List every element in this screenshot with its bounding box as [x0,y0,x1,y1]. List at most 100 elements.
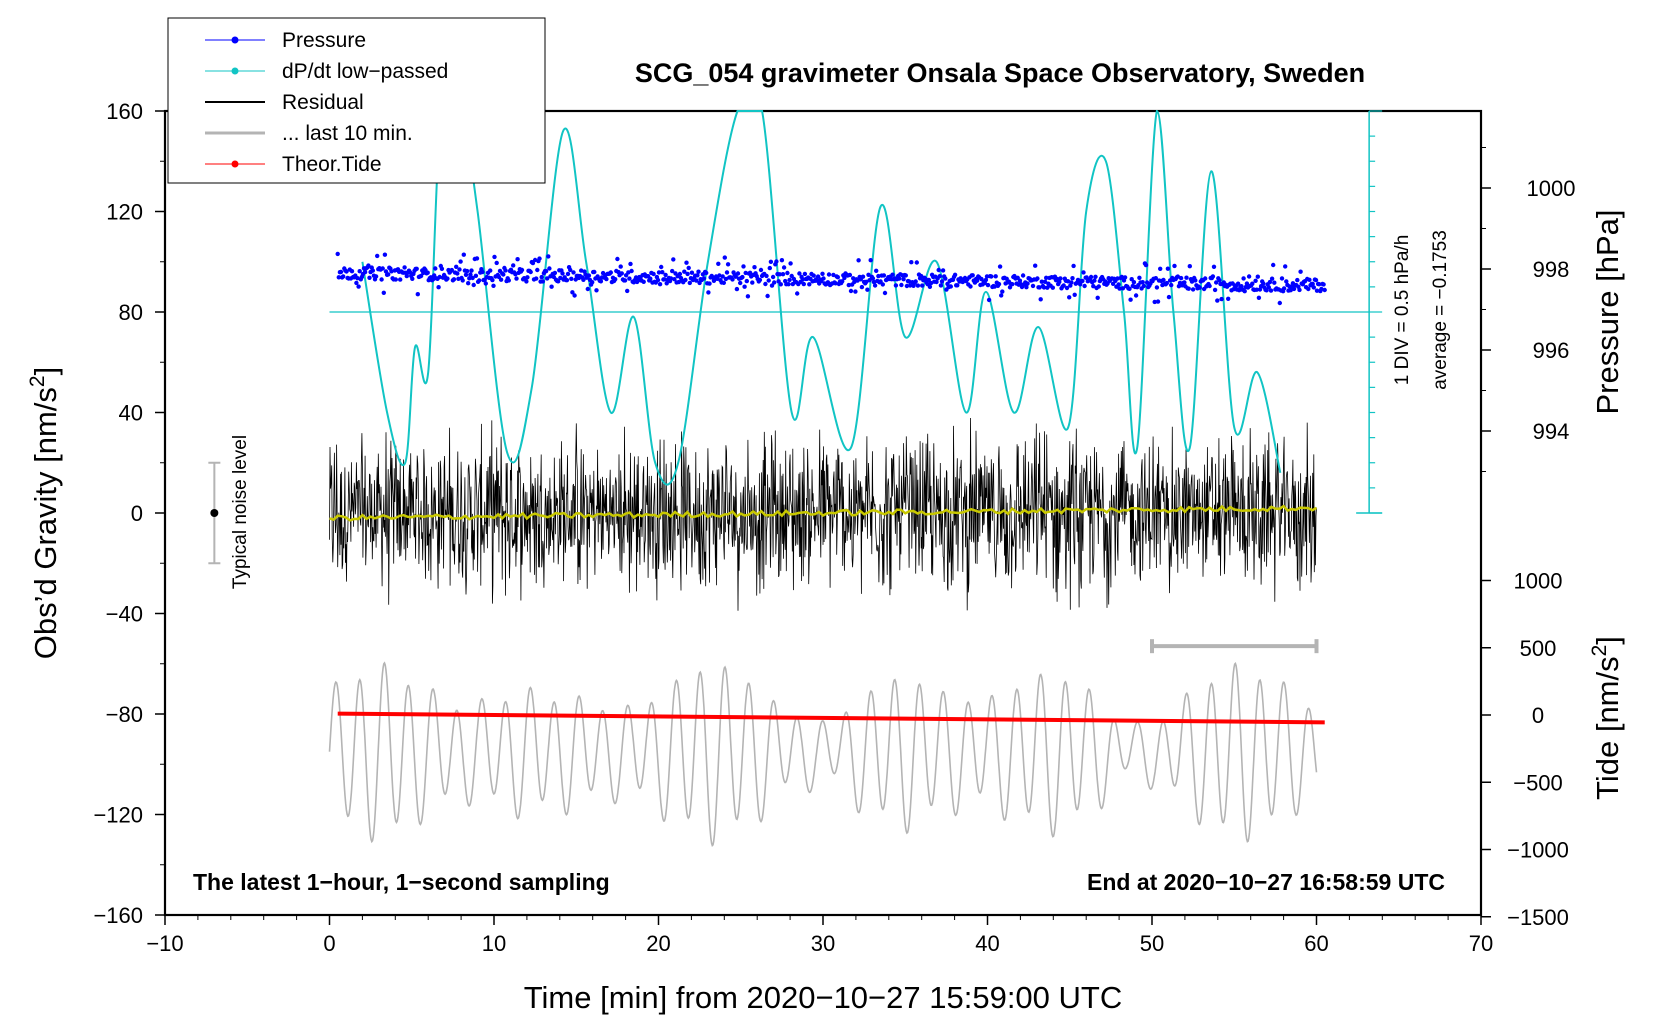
pressure-point [1122,275,1128,280]
pressure-point [366,263,371,268]
pressure-point [528,269,533,275]
legend-label-residual: Residual [282,91,364,114]
pressure-point [672,277,677,282]
pressure-point [936,267,941,273]
pressure-point [927,284,933,289]
pressure-point [785,270,790,276]
pressure-point [1088,274,1094,280]
pressure-point [560,271,565,276]
pressure-point [880,282,885,287]
pressure-point [573,277,578,282]
pressure-point [1190,287,1196,292]
pressure-point [530,260,536,266]
pressure-point [1070,276,1075,281]
pressure-point [1161,277,1166,283]
pressure-point [914,260,919,265]
pressure-point [451,277,457,282]
pressure-point [379,277,384,282]
pressure-point [1057,279,1062,285]
dpdt-line [361,109,1282,486]
pressure-point [744,278,749,284]
pressure-point [341,274,346,279]
pressure-point [820,271,825,276]
pressure-point [1311,285,1317,290]
pressure-point [989,274,994,279]
pressure-point [622,278,628,283]
pressure-point [968,284,973,289]
pressure-point [996,281,1002,287]
legend-box [167,17,546,184]
pressure-point [1155,299,1161,304]
pressure-point [625,288,630,294]
pressure-point [1154,285,1160,290]
noise-level-label: Typical noise level [230,435,251,589]
pressure-point [461,252,466,257]
pressure-point [687,280,692,286]
pressure-point [1039,279,1045,284]
pressure-point [468,272,473,277]
pressure-point [515,257,520,262]
pressure-point [757,277,763,283]
pressure-point [539,274,544,280]
last-10-min-bracket [1150,639,1319,654]
pressure-point [464,268,470,274]
pressure-point [425,270,430,275]
legend-label-last10: ... last 10 min. [282,122,413,145]
pressure-point [715,276,720,281]
pressure-point [641,279,646,284]
pressure-point [433,266,438,271]
pressure-point [445,276,450,281]
pressure-point [769,283,775,288]
pressure-point [1020,273,1026,278]
pressure-point [943,276,948,281]
pressure-point [386,272,391,277]
pressure-point [763,281,768,287]
pressure-point [655,277,661,283]
pressure-point [797,271,802,276]
pressure-point [1212,287,1218,293]
pressure-point [874,268,879,273]
pressure-point [1184,275,1189,280]
pressure-point [569,276,574,281]
pressure-point [1266,285,1272,290]
pressure-point [402,265,407,270]
pressure-point [686,265,691,271]
pressure-axis-ticks: 1000 998 996 994 [1481,147,1575,472]
pressure-point [349,269,355,274]
pressure-point [1237,288,1242,293]
pressure-point [1197,285,1202,290]
pressure-point [1000,289,1005,294]
pressure-point [986,297,992,303]
pressure-point [1042,279,1048,284]
pressure-point [926,277,931,283]
pressure-point [619,271,624,276]
pressure-point [1297,287,1302,293]
pressure-point [1215,298,1220,303]
pressure-point [389,269,394,274]
tide-axis-title-main: Tide [nm/s [1590,656,1625,800]
pressure-point [1268,288,1274,293]
pressure-point [629,268,634,274]
pressure-point [664,281,669,286]
pressure-point [1093,274,1098,279]
pressure-point [890,272,895,277]
pressure-point [750,280,755,285]
pressure-point [546,254,551,259]
pressure-point [781,265,787,270]
theor-tide-line [337,711,1325,725]
pressure-point [923,276,928,281]
pressure-point [1172,263,1177,269]
pressure-point [821,276,826,281]
pressure-axis-title: Pressure [hPa] [1590,209,1625,414]
pressure-point [768,259,774,264]
pressure-point [414,266,419,271]
pressure-point [1210,274,1216,279]
pressure-point [463,272,469,277]
pressure-point [1082,283,1087,289]
pressure-point [1310,281,1315,287]
pressure-point [934,279,939,285]
pressure-point [1272,280,1277,285]
pressure-point [1081,270,1086,275]
pressure-point [656,270,662,275]
